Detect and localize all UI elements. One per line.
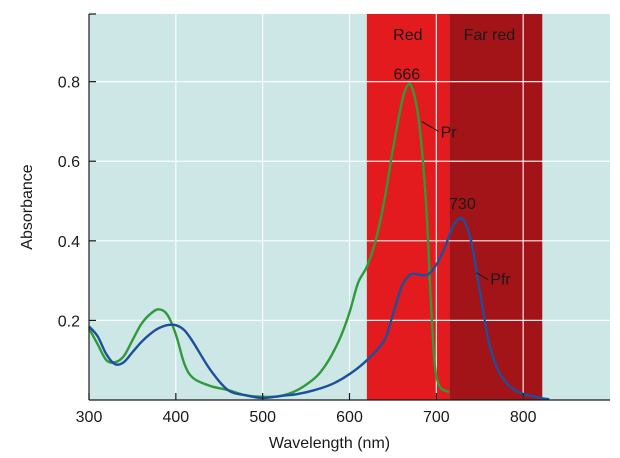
x-tick-label: 400 [162,409,189,426]
series-label-pfr: Pfr [490,272,511,289]
pfr-leader-line [476,272,489,281]
peak-label-730: 730 [449,196,476,213]
x-tick-label: 600 [336,409,363,426]
x-axis-title: Wavelength (nm) [269,435,390,452]
chart-labels: 300 400 500 600 700 800 0.2 0.4 0.6 0.8 Red Far red… [58,27,537,426]
y-tick-label: 0.2 [58,313,80,330]
pr-leader-line [421,121,439,132]
series-line-pfr [88,216,550,401]
y-tick-label: 0.8 [58,75,80,92]
series-lines [87,82,550,401]
y-tick-label: 0.6 [58,154,80,171]
axes [88,13,610,401]
x-tick-label: 700 [423,409,450,426]
band-red [366,14,450,400]
series-line-pr [87,82,450,399]
band-label: Far red [464,27,516,44]
x-tick-label: 500 [249,409,276,426]
y-tick-label: 0.4 [58,234,80,251]
x-tick-label: 300 [76,409,103,426]
y-axis-title: Absorbance [19,164,36,249]
band-far-red [449,14,543,400]
band-label: Red [393,27,422,44]
series-label-pr: Pr [441,124,458,141]
spectral-bands [366,14,543,400]
grid-lines [88,14,610,400]
peak-label-666: 666 [393,66,420,83]
x-tick-label: 800 [510,409,537,426]
